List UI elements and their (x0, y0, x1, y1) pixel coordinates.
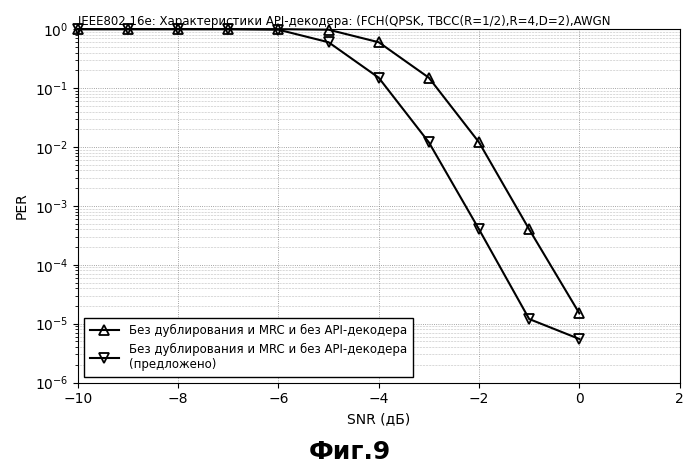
Без дублирования и MRC и без API-декодера
(предложено) (525, 316, 533, 322)
Без дублирования и MRC и без API-декодера
(предложено) (324, 39, 333, 45)
Без дублирования и MRC и без API-декодера
(предложено) (73, 26, 82, 32)
Без дублирования и MRC и без API-декодера
(предложено) (375, 75, 383, 81)
Без дублирования и MRC и без API-декодера
(предложено) (124, 26, 132, 32)
Без дублирования и MRC и без API-декодера
(предложено) (475, 227, 483, 232)
Без дублирования и MRC и без API-декодера (124, 26, 132, 32)
Y-axis label: PER: PER (15, 192, 29, 219)
Без дублирования и MRC и без API-декодера (375, 39, 383, 45)
Line: Без дублирования и MRC и без API-декодера: Без дублирования и MRC и без API-декодер… (73, 24, 584, 318)
Без дублирования и MRC и без API-декодера (475, 139, 483, 145)
X-axis label: SNR (дБ): SNR (дБ) (347, 412, 410, 426)
Без дублирования и MRC и без API-декодера (575, 310, 584, 316)
Без дублирования и MRC и без API-декодера
(предложено) (174, 26, 182, 32)
Без дублирования и MRC и без API-декодера (425, 75, 433, 81)
Без дублирования и MRC и без API-декодера (525, 227, 533, 232)
Legend: Без дублирования и MRC и без API-декодера, Без дублирования и MRC и без API-деко: Без дублирования и MRC и без API-декодер… (84, 318, 412, 377)
Без дублирования и MRC и без API-декодера
(предложено) (224, 26, 233, 32)
Без дублирования и MRC и без API-декодера
(предложено) (425, 139, 433, 145)
Text: Фиг.9: Фиг.9 (308, 440, 391, 464)
Без дублирования и MRC и без API-декодера (324, 27, 333, 32)
Text: IEEE802.16e: Характеристики API-декодера: (FCH(QPSK, TBCC(R=1/2),R=4,D=2),AWGN: IEEE802.16e: Характеристики API-декодера… (78, 15, 610, 28)
Без дублирования и MRC и без API-декодера (73, 26, 82, 32)
Без дублирования и MRC и без API-декодера (274, 26, 282, 32)
Без дублирования и MRC и без API-декодера (174, 26, 182, 32)
Без дублирования и MRC и без API-декодера
(предложено) (274, 27, 282, 32)
Line: Без дублирования и MRC и без API-декодера
(предложено): Без дублирования и MRC и без API-декодер… (73, 24, 584, 344)
Без дублирования и MRC и без API-декодера
(предложено) (575, 336, 584, 342)
Без дублирования и MRC и без API-декодера (224, 26, 233, 32)
